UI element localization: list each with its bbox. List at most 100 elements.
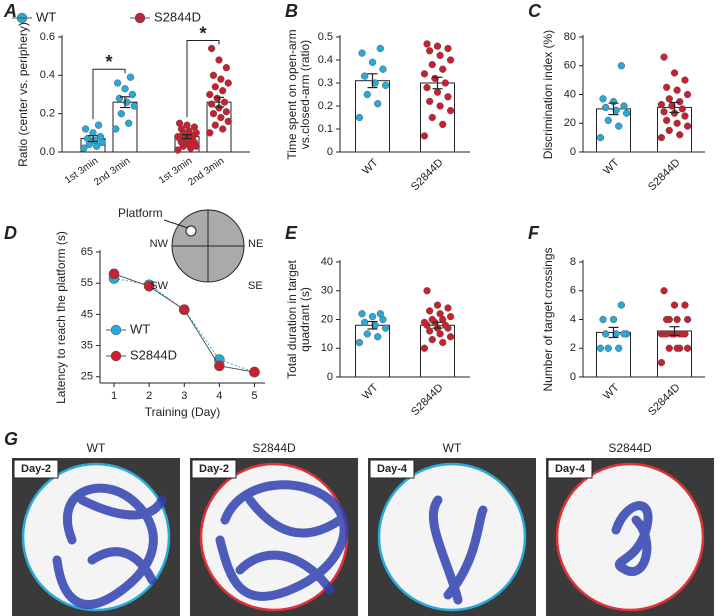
x-tick-label: S2844D	[409, 382, 446, 419]
y-tick-label: 65	[81, 246, 93, 258]
y-tick-label: 0	[327, 371, 333, 383]
data-point	[355, 113, 364, 122]
y-tick-label: 0.1	[318, 123, 333, 135]
data-point	[683, 122, 692, 130]
data-point	[420, 344, 429, 352]
arena-ring	[21, 462, 171, 612]
y-axis-label: vs.closed-arm (ratio)	[298, 40, 312, 149]
data-point	[117, 110, 125, 118]
data-point	[660, 53, 668, 61]
data-point	[602, 103, 610, 112]
data-point	[381, 324, 390, 332]
data-point	[657, 100, 666, 109]
arena	[378, 463, 526, 611]
panel-label: C	[528, 1, 542, 21]
line-point	[249, 366, 260, 378]
data-point	[376, 44, 384, 53]
x-tick-label: S2844D	[646, 382, 683, 419]
significance-star: *	[199, 23, 206, 43]
bar	[355, 80, 390, 153]
data-point	[183, 121, 191, 129]
data-point	[211, 121, 219, 129]
data-point	[379, 65, 387, 73]
y-tick-label: 60	[564, 60, 576, 72]
data-point	[599, 315, 607, 324]
data-point	[660, 108, 668, 116]
data-point	[663, 83, 671, 91]
platform	[185, 225, 197, 237]
data-point	[596, 133, 605, 142]
x-tick-label: 4	[216, 390, 222, 402]
data-point	[175, 119, 184, 127]
data-point	[433, 301, 442, 309]
data-point	[428, 113, 436, 122]
data-point	[604, 116, 612, 125]
data-point	[125, 119, 133, 127]
data-point	[211, 83, 219, 91]
data-point	[612, 106, 620, 114]
data-point	[423, 40, 431, 48]
image-title: WT	[87, 441, 106, 455]
y-tick-label: 20	[321, 313, 333, 325]
tracking-image: Day-4	[368, 458, 536, 616]
quadrant-label: NW	[150, 238, 169, 250]
data-point	[224, 117, 232, 125]
data-point	[681, 76, 689, 84]
data-point	[657, 133, 666, 142]
data-point	[446, 312, 455, 321]
data-point	[446, 106, 455, 115]
data-point	[444, 93, 452, 101]
data-point	[219, 125, 227, 133]
day-tag: Day-2	[199, 463, 229, 475]
data-point	[215, 56, 223, 64]
data-point	[428, 60, 436, 69]
arena-ring	[555, 462, 705, 612]
data-point	[81, 125, 90, 133]
y-tick-label: 20	[564, 117, 576, 129]
data-point	[665, 95, 673, 103]
data-point	[368, 312, 377, 321]
data-point	[113, 79, 122, 87]
arena-ring	[377, 462, 527, 612]
data-point	[363, 90, 371, 99]
legend-label: S2844D	[154, 9, 201, 24]
data-point	[130, 102, 138, 110]
data-point	[381, 81, 390, 89]
data-point	[426, 307, 434, 315]
y-tick-label: 0.2	[318, 100, 333, 112]
x-tick-label: WT	[360, 156, 381, 177]
y-tick-label: 40	[321, 256, 333, 268]
y-axis-label: Latency to reach the platform (s)	[54, 231, 68, 404]
data-point	[358, 310, 366, 318]
y-tick-label: 8	[570, 256, 576, 268]
heat-trace	[428, 495, 488, 605]
data-point	[665, 126, 673, 135]
y-tick-label: 2	[570, 342, 576, 354]
panel-label: E	[285, 223, 298, 243]
day-tag: Day-2	[21, 463, 51, 475]
image-title: WT	[443, 441, 462, 455]
heat-trace	[611, 501, 653, 576]
data-point	[446, 56, 455, 64]
data-point	[426, 47, 434, 55]
data-point	[190, 123, 199, 131]
data-point	[83, 134, 92, 143]
x-tick-label: 5	[251, 390, 257, 402]
x-tick-label: 2nd 3min	[92, 156, 132, 189]
data-point	[80, 144, 88, 152]
data-point	[670, 69, 679, 77]
data-point	[224, 79, 232, 87]
y-tick-label: 45	[81, 308, 93, 320]
x-tick-label: WT	[360, 381, 381, 402]
y-tick-label: 0.4	[318, 54, 333, 66]
y-tick-label: 6	[570, 285, 576, 297]
y-tick-label: 55	[81, 277, 93, 289]
data-point	[128, 90, 137, 99]
panel-label: G	[4, 429, 18, 449]
data-point	[96, 133, 105, 141]
data-point	[617, 301, 625, 309]
panel-label: D	[4, 223, 17, 243]
y-tick-label: 0.5	[318, 31, 333, 43]
data-point	[602, 330, 610, 338]
